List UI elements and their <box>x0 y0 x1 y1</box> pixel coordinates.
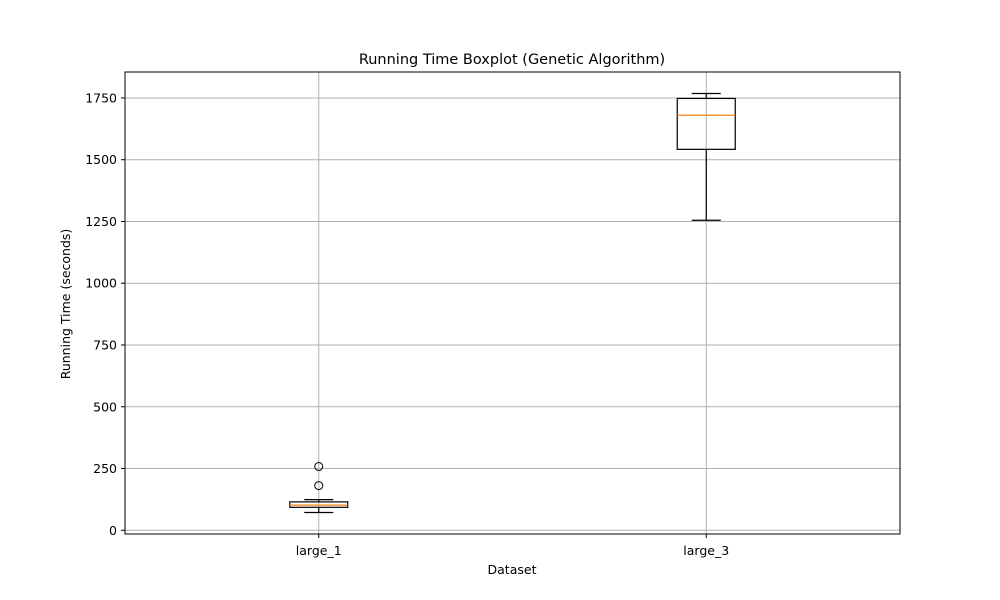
outlier-point <box>314 462 324 472</box>
y-tick-label: 1250 <box>85 214 117 229</box>
y-tick-label: 750 <box>93 338 117 353</box>
outlier-point <box>314 481 324 491</box>
y-tick-label: 1750 <box>85 90 117 105</box>
box-large_3 <box>676 92 736 221</box>
x-axis-label: Dataset <box>488 562 537 577</box>
grid-lines <box>125 72 900 534</box>
y-tick-label: 1500 <box>85 152 117 167</box>
iqr-box <box>676 97 736 150</box>
x-tick-label: large_1 <box>296 543 342 558</box>
y-tick-label: 500 <box>93 399 117 414</box>
plot-area-frame <box>124 71 901 535</box>
y-axis-label: Running Time (seconds) <box>58 229 73 380</box>
axis-ticks: 0 250 500 750 1000 1250 1500 1750 large_1 large_3 <box>85 90 729 558</box>
boxes <box>289 92 736 514</box>
x-tick-label: large_3 <box>683 543 729 558</box>
box-large_1 <box>289 462 349 514</box>
y-tick-label: 0 <box>109 523 117 538</box>
chart-title: Running Time Boxplot (Genetic Algorithm) <box>359 52 665 68</box>
y-tick-label: 1000 <box>85 276 117 291</box>
y-tick-label: 250 <box>93 461 117 476</box>
